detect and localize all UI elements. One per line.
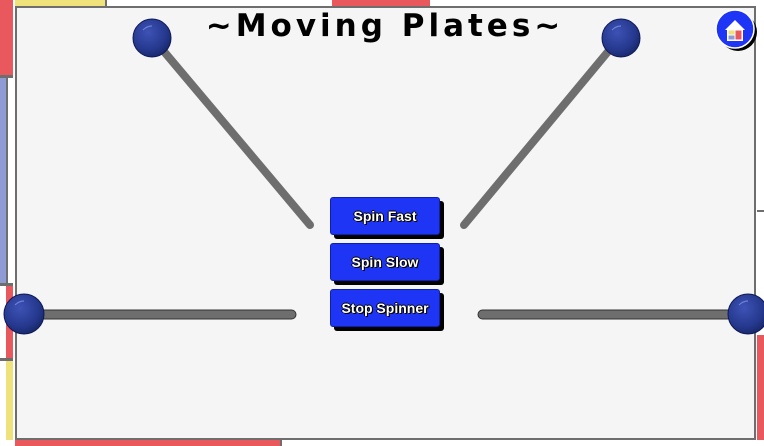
frame-strip <box>280 440 282 446</box>
frame-strip <box>0 358 13 361</box>
page-title: ~Moving Plates~ <box>205 8 565 44</box>
pole-top-right <box>460 38 620 229</box>
frame-strip <box>332 0 430 6</box>
spin-slow-button[interactable]: Spin Slow <box>330 243 440 281</box>
spin-fast-button[interactable]: Spin Fast <box>330 197 440 235</box>
stop-spinner-button[interactable]: Stop Spinner <box>330 289 440 327</box>
frame-strip <box>0 283 13 286</box>
frame-strip <box>0 0 13 75</box>
home-icon <box>715 9 757 51</box>
frame-strip <box>0 75 13 78</box>
frame-strip <box>15 0 105 6</box>
plate-icon[interactable] <box>601 18 641 58</box>
frame-strip <box>0 78 6 283</box>
pole-bottom-right <box>477 309 747 320</box>
frame-strip <box>6 361 13 440</box>
pole-bottom-left <box>27 309 297 320</box>
plate-icon[interactable] <box>727 293 764 335</box>
plate-icon[interactable] <box>3 293 45 335</box>
pole-top-left <box>152 38 314 229</box>
frame-strip <box>757 210 764 212</box>
home-button[interactable] <box>714 8 758 52</box>
frame-strip <box>15 440 280 446</box>
plate-icon[interactable] <box>132 18 172 58</box>
frame-strip <box>105 0 107 6</box>
frame-strip <box>6 78 8 283</box>
frame-strip <box>757 335 764 440</box>
